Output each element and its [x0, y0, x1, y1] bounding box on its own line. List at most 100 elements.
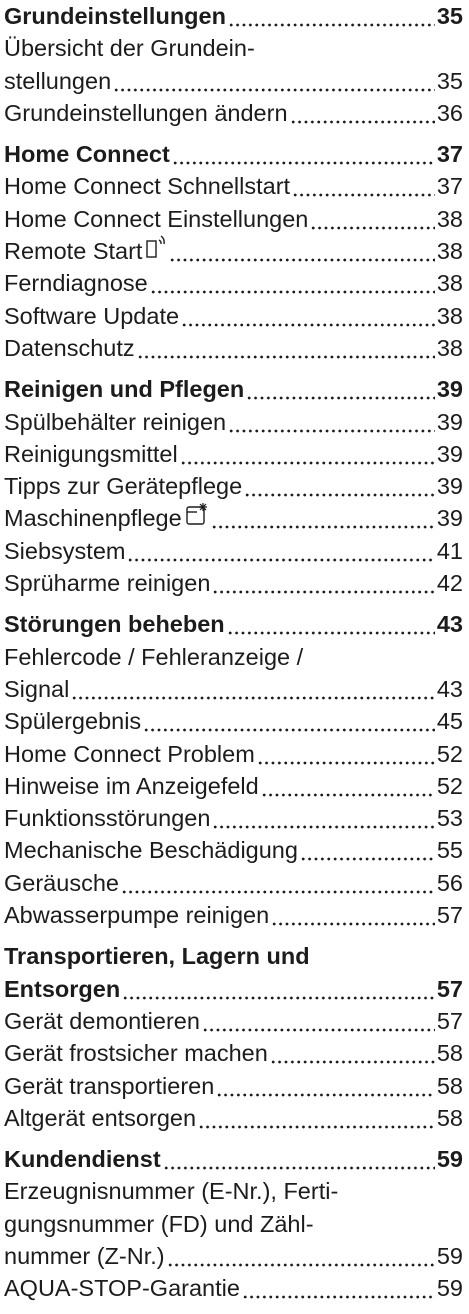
dot-leader — [216, 1069, 435, 1102]
page-number: 45 — [436, 708, 463, 735]
entry-text: Sprüharme reinigen — [4, 570, 211, 597]
page-number: 59 — [436, 1146, 463, 1173]
dot-leader — [169, 235, 435, 268]
page-number: 37 — [436, 173, 463, 200]
section-heading: Entsorgen 57 — [4, 972, 463, 1005]
dot-leader — [310, 202, 435, 236]
toc-entry: Fehlercode / Fehleranzeige / — [4, 641, 463, 673]
page-number: 57 — [436, 1007, 463, 1034]
dot-leader — [149, 267, 435, 300]
dot-leader — [269, 1037, 435, 1070]
toc-section: Reinigen und Pflegen 39 Spülbehälter reini… — [4, 373, 463, 600]
page-number: 57 — [436, 975, 463, 1002]
entry-text: Altgerät entsorgen — [4, 1104, 197, 1131]
dot-leader — [127, 534, 435, 568]
section-heading: Grundeinstellungen 35 — [4, 0, 463, 33]
toc-section: Home Connect 37 Home Connect Schnellstart 3… — [4, 138, 463, 365]
toc-entry: nummer (Z-Nr.) 59 — [4, 1239, 463, 1273]
dot-leader — [71, 672, 435, 706]
toc-entry: Home Connect Einstellungen 38 — [4, 202, 463, 236]
entry-text: Remote Start — [4, 238, 143, 265]
toc-section: Transportieren, Lagern und Entsorgen 57 Ger… — [4, 940, 463, 1135]
dot-leader — [292, 170, 435, 203]
toc-section: Grundeinstellungen 35 Übersicht der Grunde… — [4, 0, 463, 130]
entry-text: Funktionsstörungen — [4, 805, 211, 832]
dot-leader — [136, 331, 435, 365]
entry-text: Signal — [4, 675, 70, 702]
toc-entry: Grundeinstellungen ändern 36 — [4, 96, 463, 130]
toc-entry: stellungen 35 — [4, 64, 463, 97]
toc-section: Kundendienst 59 Erzeugnisnummer (E-Nr.), F… — [4, 1143, 463, 1305]
toc-entry: Spülbehälter reinigen 39 — [4, 405, 463, 438]
page-number: 39 — [436, 505, 463, 532]
page-number: 58 — [436, 1072, 463, 1099]
page-number: 39 — [436, 408, 463, 435]
toc-entry: AQUA-STOP-Garantie 59 — [4, 1272, 463, 1305]
entry-text: Geräusche — [4, 869, 119, 896]
dot-leader — [271, 899, 435, 932]
page-number: 41 — [436, 537, 463, 564]
entry-text: Mechanische Beschädigung — [4, 837, 298, 864]
entry-text: Home Connect Einstellungen — [4, 205, 309, 232]
entry-text: Entsorgen — [4, 975, 121, 1002]
toc-entry: Sprüharme reinigen 42 — [4, 567, 463, 600]
toc-entry: Siebsystem 41 — [4, 534, 463, 568]
toc-entry: Gerät transportieren 58 — [4, 1069, 463, 1102]
toc-entry: Mechanische Beschädigung 55 — [4, 834, 463, 867]
dot-leader — [113, 64, 435, 97]
entry-text: Transportieren, Lagern und — [4, 943, 310, 970]
page-number: 57 — [436, 902, 463, 929]
section-heading: Transportieren, Lagern und — [4, 940, 463, 972]
dot-leader — [226, 608, 435, 641]
entry-text: Gerät demontieren — [4, 1007, 200, 1034]
dot-leader — [212, 567, 435, 600]
section-heading: Kundendienst 59 — [4, 1143, 463, 1176]
page-number: 59 — [436, 1275, 463, 1302]
toc-entry: Home Connect Problem 52 — [4, 737, 463, 770]
toc-entry: Software Update 38 — [4, 299, 463, 332]
entry-text: Spülergebnis — [4, 708, 142, 735]
page-number: 42 — [436, 570, 463, 597]
entry-text: Maschinenpflege — [4, 505, 182, 532]
dot-leader — [171, 138, 435, 171]
entry-text: Reinigungsmittel — [4, 440, 178, 467]
entry-text: Störungen beheben — [4, 611, 225, 638]
toc-entry: Maschinenpflege 39 — [4, 502, 463, 535]
dot-leader — [179, 437, 435, 471]
dot-leader — [122, 972, 435, 1005]
page-number: 59 — [436, 1242, 463, 1269]
dot-leader — [260, 769, 435, 803]
dot-leader — [227, 0, 435, 33]
page-number: 37 — [436, 141, 463, 168]
entry-text: Home Connect Problem — [4, 740, 255, 767]
entry-text: Ferndiagnose — [4, 270, 148, 297]
entry-text: gungsnummer (FD) und Zähl- — [4, 1210, 314, 1237]
section-heading: Störungen beheben 43 — [4, 608, 463, 641]
page-number: 53 — [436, 805, 463, 832]
section-heading: Home Connect 37 — [4, 138, 463, 171]
dot-leader — [120, 866, 435, 900]
dot-leader — [241, 1272, 435, 1305]
toc-entry: Erzeugnisnummer (E-Nr.), Ferti- — [4, 1175, 463, 1207]
dot-leader — [212, 802, 435, 835]
toc-entry: Altgerät entsorgen 58 — [4, 1101, 463, 1135]
toc-entry: Tipps zur Gerätepflege 39 — [4, 470, 463, 503]
page-number: 58 — [436, 1040, 463, 1067]
section-heading: Reinigen und Pflegen 39 — [4, 373, 463, 406]
page-number: 43 — [436, 675, 463, 702]
toc-entry: Reinigungsmittel 39 — [4, 437, 463, 471]
dot-leader — [256, 737, 435, 770]
page-number: 38 — [436, 238, 463, 265]
entry-text: Fehlercode / Fehleranzeige / — [4, 643, 304, 670]
entry-text: Spülbehälter reinigen — [4, 408, 227, 435]
dot-leader — [228, 405, 435, 438]
entry-text: Home Connect Schnellstart — [4, 173, 291, 200]
entry-text: Gerät transportieren — [4, 1072, 215, 1099]
remote-icon — [146, 235, 166, 258]
entry-text: Reinigen und Pflegen — [4, 376, 245, 403]
toc-entry: Hinweise im Anzeigefeld 52 — [4, 769, 463, 803]
entry-text: stellungen — [4, 67, 112, 94]
page-number: 39 — [436, 376, 463, 403]
toc-entry: Ferndiagnose 38 — [4, 267, 463, 300]
